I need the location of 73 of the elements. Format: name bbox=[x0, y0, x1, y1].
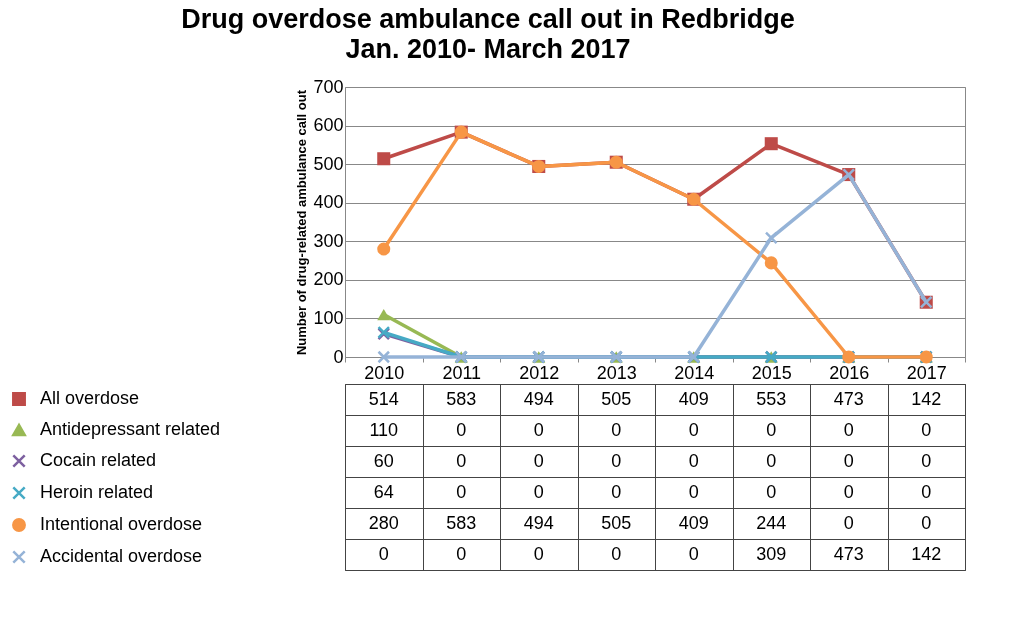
legend-label: Intentional overdose bbox=[40, 514, 203, 534]
data-label: 244 bbox=[756, 512, 787, 533]
y-tick-label: 200 bbox=[313, 269, 344, 290]
legend-label: Cocain related bbox=[40, 450, 157, 470]
x-tick-label: 2017 bbox=[906, 362, 947, 383]
data-label: 505 bbox=[601, 512, 632, 533]
x-tick-label: 2013 bbox=[596, 362, 637, 383]
data-label: 0 bbox=[688, 419, 699, 440]
data-label: 0 bbox=[766, 450, 777, 471]
data-label: 494 bbox=[523, 388, 554, 409]
data-label: 0 bbox=[611, 481, 622, 502]
y-tick-label: 700 bbox=[313, 76, 344, 97]
legend-label: Antidepressant related bbox=[40, 419, 221, 439]
y-tick-label: 0 bbox=[333, 346, 344, 367]
x-tick-label: 2016 bbox=[829, 362, 870, 383]
data-label: 60 bbox=[373, 450, 394, 471]
data-label: 0 bbox=[378, 543, 389, 564]
x-tick-label: 2014 bbox=[674, 362, 715, 383]
data-label: 409 bbox=[678, 512, 709, 533]
data-label: 0 bbox=[688, 543, 699, 564]
data-label: 583 bbox=[446, 512, 477, 533]
data-label: 0 bbox=[921, 450, 932, 471]
data-label: 0 bbox=[843, 450, 854, 471]
data-label: 0 bbox=[843, 481, 854, 502]
x-tick-label: 2010 bbox=[364, 362, 405, 383]
data-label: 0 bbox=[921, 512, 932, 533]
data-label: 0 bbox=[456, 450, 467, 471]
legend-label: Heroin related bbox=[40, 482, 154, 502]
chart-subtitle: Jan. 2010- March 2017 bbox=[345, 33, 631, 64]
data-label: 0 bbox=[611, 543, 622, 564]
data-label: 514 bbox=[368, 388, 399, 409]
data-label: 0 bbox=[456, 481, 467, 502]
data-label: 309 bbox=[756, 543, 787, 564]
data-label: 553 bbox=[756, 388, 787, 409]
y-tick-label: 400 bbox=[313, 192, 344, 213]
data-label: 64 bbox=[373, 481, 394, 502]
chart-title: Drug overdose ambulance call out in Redbridge bbox=[181, 3, 795, 34]
y-tick-label: 100 bbox=[313, 307, 344, 328]
data-label: 0 bbox=[766, 481, 777, 502]
data-label: 0 bbox=[921, 419, 932, 440]
data-label: 473 bbox=[833, 388, 864, 409]
data-label: 0 bbox=[688, 450, 699, 471]
data-label: 0 bbox=[456, 419, 467, 440]
data-label: 0 bbox=[533, 419, 544, 440]
data-label: 0 bbox=[456, 543, 467, 564]
data-label: 142 bbox=[911, 543, 942, 564]
data-label: 0 bbox=[921, 481, 932, 502]
x-tick-label: 2012 bbox=[519, 362, 560, 383]
y-axis-title: Number of drug-related ambulance call out bbox=[294, 89, 310, 356]
y-tick-label: 600 bbox=[313, 115, 344, 136]
data-label: 0 bbox=[533, 543, 544, 564]
data-label: 473 bbox=[833, 543, 864, 564]
data-label: 0 bbox=[766, 419, 777, 440]
data-label: 110 bbox=[369, 419, 399, 440]
legend-label: All overdose bbox=[40, 388, 140, 408]
data-label: 409 bbox=[678, 388, 709, 409]
y-tick-label: 300 bbox=[313, 230, 344, 251]
data-label: 0 bbox=[843, 512, 854, 533]
data-label: 505 bbox=[601, 388, 632, 409]
data-label: 142 bbox=[911, 388, 942, 409]
data-label: 0 bbox=[611, 419, 622, 440]
data-label: 0 bbox=[533, 450, 544, 471]
x-tick-label: 2015 bbox=[751, 362, 792, 383]
data-label: 583 bbox=[446, 388, 477, 409]
data-label: 0 bbox=[533, 481, 544, 502]
y-tick-label: 500 bbox=[313, 153, 344, 174]
legend-label: Accidental overdose bbox=[40, 546, 203, 566]
data-label: 0 bbox=[843, 419, 854, 440]
data-label: 494 bbox=[523, 512, 554, 533]
data-label: 0 bbox=[688, 481, 699, 502]
data-label: 280 bbox=[368, 512, 399, 533]
x-tick-label: 2011 bbox=[442, 362, 482, 383]
data-label: 0 bbox=[611, 450, 622, 471]
